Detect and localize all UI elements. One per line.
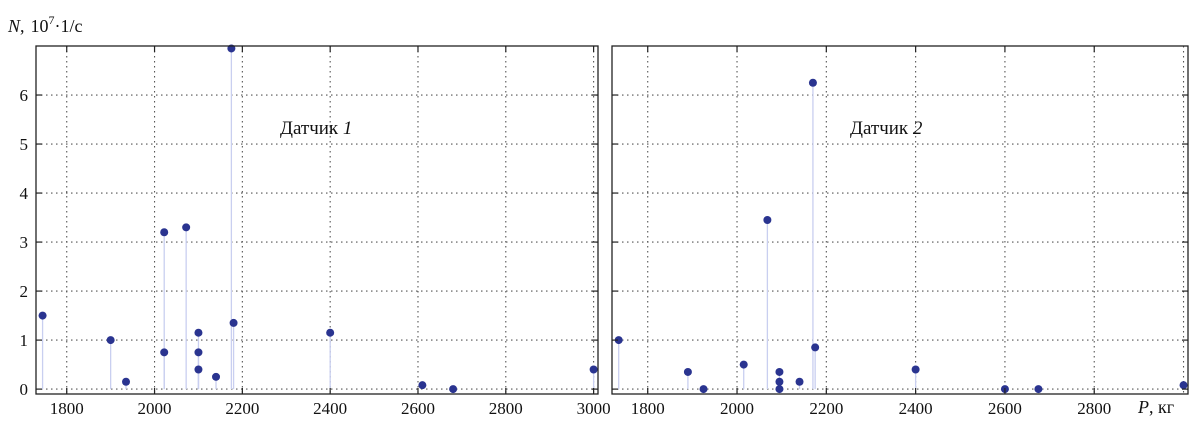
panel-label-number: 1 [343, 118, 353, 139]
data-point [418, 381, 427, 390]
panel-label: Датчик 1 [280, 118, 352, 139]
data-point [194, 328, 203, 337]
panel-label: Датчик 2 [850, 118, 923, 139]
y-axis-label: N, 107·1/с [7, 13, 83, 36]
x-tick-label: 2000 [138, 399, 172, 418]
x-axis-symbol: P [1137, 397, 1149, 417]
y-axis-exponent: 7 [49, 13, 55, 27]
data-point [811, 343, 820, 352]
data-point [808, 78, 817, 87]
y-axis-base: 10 [31, 16, 49, 36]
x-tick-label: 2600 [988, 399, 1022, 418]
data-point [212, 372, 221, 381]
data-point [160, 228, 169, 237]
x-tick-label: 2000 [720, 399, 754, 418]
data-point [911, 365, 920, 374]
data-point [1179, 381, 1188, 390]
data-point [589, 365, 598, 374]
x-tick-label: 2200 [809, 399, 843, 418]
y-tick-label: 3 [20, 233, 29, 252]
panel-sensor-1: 1800 2000 2200 2400 2600 2800 3000 0 1 2 3 4 5 6 Датчи… [20, 44, 611, 418]
y-tick-label: 6 [20, 86, 29, 105]
x-tick-label: 2400 [313, 399, 347, 418]
data-point [775, 367, 784, 376]
x-tick-label: 2800 [489, 399, 523, 418]
data-point [122, 377, 131, 386]
data-point [683, 367, 692, 376]
y-axis-unit: ·1/с [55, 16, 83, 36]
data-point [739, 360, 748, 369]
y-tick-label: 4 [20, 184, 29, 203]
x-tick-label: 2600 [401, 399, 435, 418]
panel-label-prefix: Датчик [850, 118, 913, 139]
x-tick-label: 2400 [899, 399, 933, 418]
y-tick-label: 2 [20, 282, 29, 301]
plot-frame [611, 45, 1189, 395]
data-point [38, 311, 47, 320]
x-tick-label: 1800 [50, 399, 84, 418]
data-point [160, 348, 169, 357]
data-point [699, 385, 708, 394]
data-point [775, 377, 784, 386]
data-point [449, 385, 458, 394]
x-tick-label: 2800 [1077, 399, 1111, 418]
data-point [763, 216, 772, 224]
data-point [795, 377, 804, 386]
y-tick-label: 5 [20, 135, 29, 154]
plot-frame [35, 45, 599, 395]
data-point [194, 348, 203, 357]
data-point [775, 385, 784, 394]
panel-label-prefix: Датчик [280, 118, 343, 139]
x-tick-label: 1800 [631, 399, 665, 418]
y-axis-comma: , [20, 16, 25, 36]
data-point [326, 328, 335, 337]
x-axis-label: P, кг [1137, 397, 1174, 417]
x-tick-label: 3000 [577, 399, 611, 418]
data-point [194, 365, 203, 374]
x-tick-label: 2200 [225, 399, 259, 418]
panel-sensor-2: 1800 2000 2200 2400 2600 2800 Датчик 2 [611, 45, 1189, 418]
panel-label-number: 2 [913, 118, 923, 139]
y-tick-label: 1 [20, 331, 29, 350]
data-point [229, 318, 238, 327]
data-point [106, 336, 115, 345]
y-axis-symbol: N [7, 16, 21, 36]
y-tick-label: 0 [20, 380, 29, 399]
x-axis-unit: , кг [1149, 397, 1174, 417]
data-point [182, 223, 191, 232]
data-point [1034, 385, 1043, 394]
data-point [614, 336, 623, 345]
